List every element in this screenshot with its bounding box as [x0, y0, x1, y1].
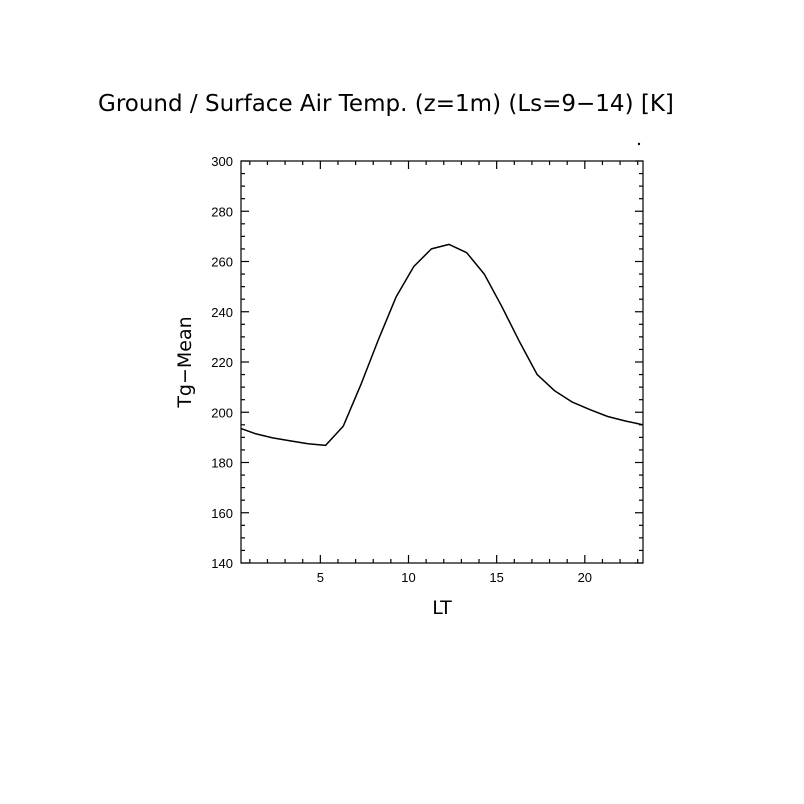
y-tick-label: 280: [211, 204, 233, 219]
y-tick-labels: 140 160 180 200 220 240 260 280 300: [211, 154, 233, 571]
x-tick-label: 15: [489, 570, 503, 585]
y-tick-label: 260: [211, 255, 233, 270]
series-group: [240, 243, 644, 447]
y-tick-label: 220: [211, 355, 233, 370]
y-axis-label: Tg−Mean: [174, 316, 196, 408]
series-line-0: [240, 243, 644, 447]
plot-area: [240, 160, 644, 564]
y-axis-ticks: [241, 160, 643, 564]
plot-frame: [240, 160, 644, 564]
y-tick-label: 140: [211, 556, 233, 571]
y-tick-label: 200: [211, 405, 233, 420]
y-tick-label: 160: [211, 506, 233, 521]
y-tick-label: 180: [211, 456, 233, 471]
y-tick-label: 240: [211, 305, 233, 320]
chart-title: Ground / Surface Air Temp. (z=1m) (Ls=9−…: [98, 91, 674, 117]
x-tick-labels: 5 10 15 20: [317, 570, 592, 585]
corner-dot: [637, 142, 641, 146]
x-tick-label: 10: [401, 570, 415, 585]
y-tick-label: 300: [211, 154, 233, 169]
x-axis-label: LT: [432, 597, 452, 619]
x-tick-label: 5: [317, 570, 324, 585]
x-axis-ticks: [249, 161, 639, 563]
x-tick-label: 20: [578, 570, 592, 585]
